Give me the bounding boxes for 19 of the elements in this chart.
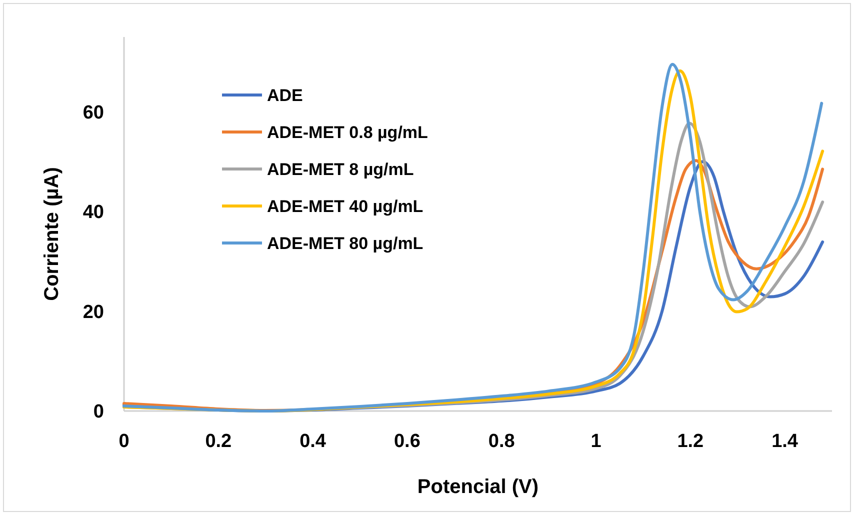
x-tick-label: 1.4 [772, 431, 798, 452]
x-tick-label: 1.2 [677, 431, 704, 452]
y-tick-label: 40 [82, 202, 104, 224]
legend-label: ADE-MET 8 µg/mL [267, 160, 414, 179]
legend-label: ADE-MET 80 µg/mL [267, 234, 424, 253]
y-tick-label: 20 [82, 302, 104, 323]
legend-label: ADE [267, 86, 303, 105]
y-tick-label: 60 [82, 102, 104, 124]
legend-label: ADE-MET 0.8 µg/mL [267, 122, 428, 142]
x-tick-label: 1 [590, 431, 602, 452]
x-axis-title: Potencial (V) [417, 476, 539, 498]
y-axis-title: Corriente (µA) [41, 167, 63, 301]
x-tick-label: 0.6 [394, 431, 420, 452]
x-tick-label: 0.8 [488, 431, 515, 452]
y-tick-label: 0 [93, 402, 104, 423]
x-tick-label: 0 [118, 431, 130, 452]
x-tick-label: 0.4 [300, 431, 326, 452]
x-tick-label: 0.2 [205, 431, 232, 452]
legend-label: ADE-MET 40 µg/mL [267, 196, 424, 216]
